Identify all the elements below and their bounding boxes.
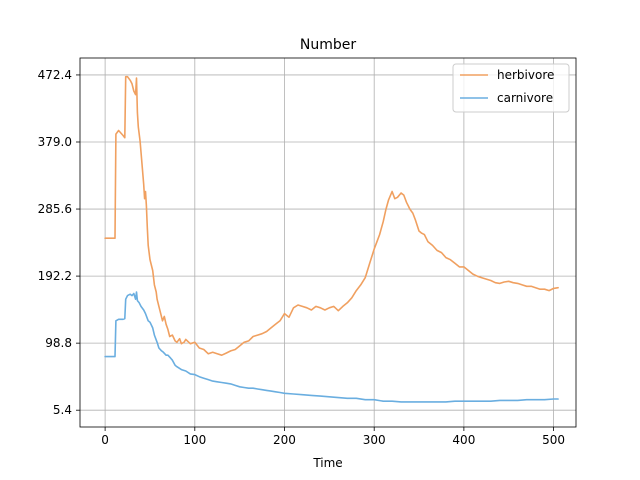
x-tick-label: 400 <box>452 433 475 447</box>
series-line-herbivore <box>104 75 559 357</box>
legend-box <box>452 63 570 113</box>
y-tick-label: 472.4 <box>38 68 72 82</box>
y-tick-label: 98.8 <box>45 336 72 350</box>
grid <box>80 58 576 427</box>
y-tick-label: 192.2 <box>38 269 72 283</box>
x-tick-label: 300 <box>363 433 386 447</box>
y-tick-label: 285.6 <box>38 202 72 216</box>
x-tick-label: 0 <box>101 433 109 447</box>
chart-title: Number <box>300 37 356 53</box>
x-tick-label: 200 <box>273 433 296 447</box>
legend: herbivore carnivore <box>452 63 570 113</box>
legend-label-carnivore: carnivore <box>497 91 553 105</box>
plot-frame <box>79 57 577 428</box>
y-tick-label: 5.4 <box>53 403 72 417</box>
x-tick-label: 500 <box>542 433 565 447</box>
ticks: 0 100 200 300 400 500 5.4 98.8 192.2 285.6 379.0 47… <box>38 68 565 447</box>
series-layer <box>104 75 559 403</box>
x-tick-label: 100 <box>183 433 206 447</box>
series-line-carnivore <box>104 291 559 403</box>
x-axis-label: Time <box>312 456 342 470</box>
y-tick-label: 379.0 <box>38 135 72 149</box>
legend-label-herbivore: herbivore <box>497 68 554 82</box>
